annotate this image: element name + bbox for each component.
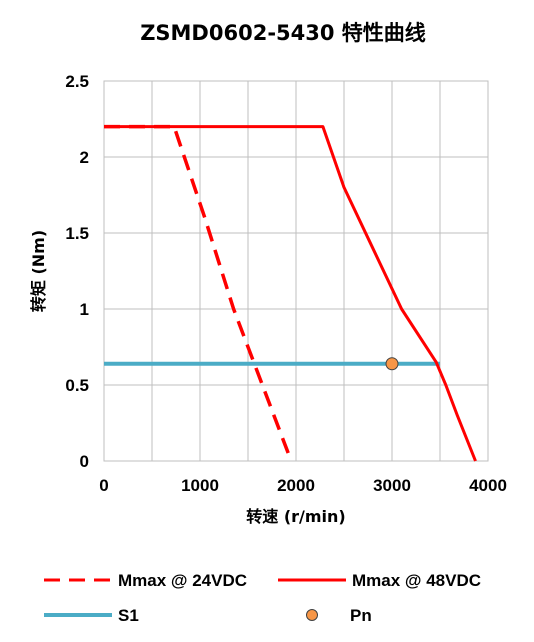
x-axis-label: 转速 (r/min) xyxy=(246,507,345,526)
y-axis-label: 转矩 (Nm) xyxy=(29,230,48,312)
y-tick-label: 2.5 xyxy=(65,72,89,91)
legend: Mmax @ 24VDC Mmax @ 48VDC S1 Pn xyxy=(44,571,481,625)
x-tick-label: 1000 xyxy=(181,476,219,495)
series-pn-marker xyxy=(385,357,399,371)
x-tick-label: 4000 xyxy=(469,476,507,495)
series-layer xyxy=(104,124,477,462)
tick-labels: 0 1000 2000 3000 4000 0 0.5 1 1.5 2 2.5 xyxy=(65,72,507,495)
legend-label: Mmax @ 24VDC xyxy=(118,571,247,590)
series-line-mmax-24vdc xyxy=(104,124,293,462)
legend-marker-pn xyxy=(306,609,318,621)
y-tick-label: 2 xyxy=(80,148,89,167)
legend-label: S1 xyxy=(118,606,139,625)
grid xyxy=(104,81,488,461)
chart-title: ZSMD0602-5430 特性曲线 xyxy=(140,21,426,45)
legend-label: Mmax @ 48VDC xyxy=(352,571,481,590)
legend-label: Pn xyxy=(350,606,372,625)
y-tick-label: 1 xyxy=(80,300,89,319)
y-tick-label: 0.5 xyxy=(65,376,89,395)
x-tick-label: 3000 xyxy=(373,476,411,495)
y-tick-label: 1.5 xyxy=(65,224,89,243)
x-tick-label: 2000 xyxy=(277,476,315,495)
y-tick-label: 0 xyxy=(80,452,89,471)
plot-area-border xyxy=(103,80,489,462)
series-line-mmax-48vdc xyxy=(104,125,477,462)
x-tick-label: 0 xyxy=(99,476,108,495)
